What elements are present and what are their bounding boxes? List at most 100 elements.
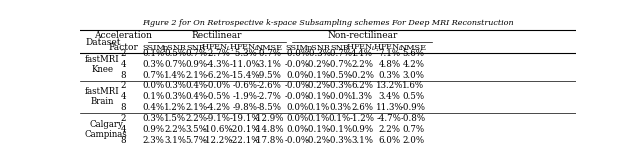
Text: 0.7%: 0.7% xyxy=(403,125,424,134)
Text: 7.1%: 7.1% xyxy=(378,49,401,58)
Text: -0.3%: -0.3% xyxy=(306,49,331,58)
Text: 0.5%: 0.5% xyxy=(403,92,424,101)
Text: 0.3%: 0.3% xyxy=(329,103,351,112)
Text: -0.2%: -0.2% xyxy=(306,81,331,90)
Text: 5.7%: 5.7% xyxy=(185,136,207,145)
Text: Calgary
Campinas: Calgary Campinas xyxy=(85,120,128,139)
Text: 0.0%: 0.0% xyxy=(286,71,308,80)
Text: -9.1%: -9.1% xyxy=(205,114,230,123)
Text: 1.4%: 1.4% xyxy=(164,71,186,80)
Text: -22.1%: -22.1% xyxy=(230,136,260,145)
Text: -4.7%: -4.7% xyxy=(377,114,402,123)
Text: 2.1%: 2.1% xyxy=(185,71,207,80)
Text: -3.1%: -3.1% xyxy=(257,60,282,69)
Text: 4: 4 xyxy=(120,60,126,69)
Text: SNR: SNR xyxy=(187,44,205,52)
Text: 0.7%: 0.7% xyxy=(185,49,207,58)
Text: -12.2%: -12.2% xyxy=(203,136,233,145)
Text: -0.0%: -0.0% xyxy=(285,136,310,145)
Text: 3.0%: 3.0% xyxy=(403,71,424,80)
Text: -0.7%: -0.7% xyxy=(257,49,282,58)
Text: 11.3%: 11.3% xyxy=(376,103,403,112)
Text: Rectilinear: Rectilinear xyxy=(192,30,243,40)
Text: 0.3%: 0.3% xyxy=(143,114,164,123)
Text: Dataset: Dataset xyxy=(85,38,120,46)
Text: 0.4%: 0.4% xyxy=(142,103,164,112)
Text: -0.7%: -0.7% xyxy=(328,49,353,58)
Text: -2.7%: -2.7% xyxy=(257,92,282,101)
Text: 3.5%: 3.5% xyxy=(185,125,207,134)
Text: 1.2%: 1.2% xyxy=(164,103,186,112)
Text: -0.3%: -0.3% xyxy=(328,81,353,90)
Text: HFEN$_{L_1}$: HFEN$_{L_1}$ xyxy=(346,42,379,53)
Text: 4.4%: 4.4% xyxy=(351,49,373,58)
Text: -8.5%: -8.5% xyxy=(257,103,282,112)
Text: Figure 2 for On Retrospective k-space Subsampling schemes For Deep MRI Reconstru: Figure 2 for On Retrospective k-space Su… xyxy=(142,19,514,27)
Text: -17.8%: -17.8% xyxy=(253,136,284,145)
Text: -1.9%: -1.9% xyxy=(233,92,258,101)
Text: 4: 4 xyxy=(120,92,126,101)
Text: -14.8%: -14.8% xyxy=(253,125,284,134)
Text: -1.2%: -1.2% xyxy=(349,114,375,123)
Text: -0.0%: -0.0% xyxy=(285,49,310,58)
Text: 2: 2 xyxy=(120,114,126,123)
Text: pSNR: pSNR xyxy=(307,44,331,52)
Text: 2.2%: 2.2% xyxy=(378,125,401,134)
Text: -0.0%: -0.0% xyxy=(285,81,310,90)
Text: 0.0%: 0.0% xyxy=(286,114,308,123)
Text: 0.3%: 0.3% xyxy=(164,81,186,90)
Text: -12.9%: -12.9% xyxy=(253,114,284,123)
Text: 8: 8 xyxy=(120,103,126,112)
Text: fastMRI
Brain: fastMRI Brain xyxy=(85,87,120,106)
Text: -0.0%: -0.0% xyxy=(327,92,353,101)
Text: 0.0%: 0.0% xyxy=(286,103,308,112)
Text: -0.6%: -0.6% xyxy=(233,81,258,90)
Text: 4.8%: 4.8% xyxy=(378,60,401,69)
Text: -0.2%: -0.2% xyxy=(349,71,375,80)
Text: 3.1%: 3.1% xyxy=(164,136,186,145)
Text: 3.4%: 3.4% xyxy=(379,92,401,101)
Text: 1.3%: 1.3% xyxy=(351,92,373,101)
Text: -20.1%: -20.1% xyxy=(230,125,260,134)
Text: -0.2%: -0.2% xyxy=(306,136,331,145)
Text: -0.1%: -0.1% xyxy=(306,125,331,134)
Text: 2.2%: 2.2% xyxy=(185,114,207,123)
Text: -2.6%: -2.6% xyxy=(257,81,282,90)
Text: -6.2%: -6.2% xyxy=(205,71,230,80)
Text: 0.1%: 0.1% xyxy=(142,49,164,58)
Text: fastMRI
Knee: fastMRI Knee xyxy=(85,55,120,74)
Text: 2.1%: 2.1% xyxy=(185,103,207,112)
Text: 2.2%: 2.2% xyxy=(351,60,373,69)
Text: NMSE: NMSE xyxy=(400,44,427,52)
Text: Acceleration: Acceleration xyxy=(94,30,152,40)
Text: -0.2%: -0.2% xyxy=(306,60,331,69)
Text: -0.0%: -0.0% xyxy=(205,81,230,90)
Text: 0.7%: 0.7% xyxy=(164,60,186,69)
Text: -0.1%: -0.1% xyxy=(306,71,331,80)
Text: Factor: Factor xyxy=(108,43,138,52)
Text: -0.1%: -0.1% xyxy=(306,92,331,101)
Text: 0.0%: 0.0% xyxy=(286,125,308,134)
Text: 2.0%: 2.0% xyxy=(403,136,424,145)
Text: SNR: SNR xyxy=(330,44,349,52)
Text: 0.4%: 0.4% xyxy=(185,92,207,101)
Text: 2.2%: 2.2% xyxy=(164,125,186,134)
Text: -15.4%: -15.4% xyxy=(230,71,260,80)
Text: 8: 8 xyxy=(120,71,126,80)
Text: -4.3%: -4.3% xyxy=(205,60,230,69)
Text: -11.0%: -11.0% xyxy=(230,60,260,69)
Text: -2.7%: -2.7% xyxy=(205,49,230,58)
Text: 0.7%: 0.7% xyxy=(142,71,164,80)
Text: HFEN$_{L_2}$: HFEN$_{L_2}$ xyxy=(373,42,406,53)
Text: SSIM: SSIM xyxy=(142,44,164,52)
Text: -0.7%: -0.7% xyxy=(328,60,353,69)
Text: 0.3%: 0.3% xyxy=(164,92,186,101)
Text: 0.3%: 0.3% xyxy=(143,60,164,69)
Text: 2.6%: 2.6% xyxy=(351,103,373,112)
Text: HFEN$_{L_1}$: HFEN$_{L_1}$ xyxy=(202,42,234,53)
Text: 5.6%: 5.6% xyxy=(403,49,424,58)
Text: 0.1%: 0.1% xyxy=(142,92,164,101)
Text: 8: 8 xyxy=(120,136,126,145)
Text: -19.1%: -19.1% xyxy=(230,114,260,123)
Text: 0.3%: 0.3% xyxy=(378,71,401,80)
